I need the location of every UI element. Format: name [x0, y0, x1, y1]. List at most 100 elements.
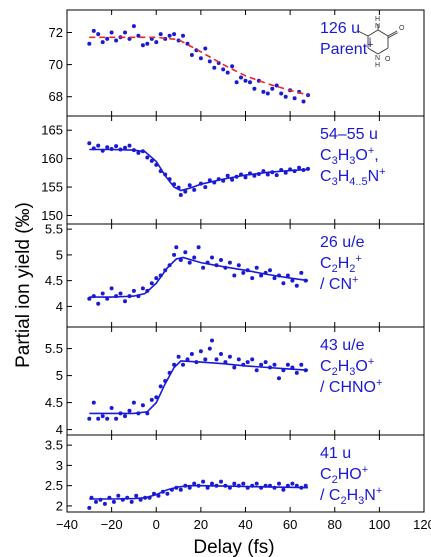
data-point [181, 33, 185, 38]
x-tick-label: 0 [153, 517, 160, 532]
data-point [230, 64, 235, 69]
data-point [203, 46, 208, 51]
x-tick-label: 40 [238, 517, 252, 532]
data-point [210, 481, 214, 486]
data-point [272, 362, 277, 367]
data-point [172, 252, 177, 257]
species-label-line: C2H3O+ [320, 356, 374, 378]
thymine-molecule-icon: O N H O N H [357, 16, 405, 69]
molecule-atom-o2: O [385, 56, 391, 63]
data-point [254, 481, 259, 486]
y-tick-label: 4 [56, 422, 63, 437]
panel-2: 150 155 160 165 54–55 u C3H3O+,C3H4..5N+ [41, 115, 425, 225]
species-label-line: C2H2+ [320, 253, 362, 275]
data-point [259, 362, 264, 367]
fit-curve [89, 36, 309, 96]
data-point [265, 91, 270, 96]
data-point [207, 59, 212, 64]
data-point [232, 365, 237, 370]
data-point [219, 352, 223, 356]
data-point [294, 283, 299, 288]
data-point [219, 479, 223, 484]
data-point [214, 357, 219, 362]
data-point [185, 357, 190, 362]
data-point [212, 65, 217, 70]
data-point [176, 354, 181, 359]
data-point [127, 143, 132, 148]
data-point [279, 91, 284, 96]
data-point [277, 376, 281, 381]
data-point [198, 56, 203, 61]
data-point [87, 416, 92, 421]
data-point [201, 479, 206, 484]
data-point [299, 362, 304, 367]
data-point [274, 83, 279, 88]
x-axis-label: Delay (fs) [193, 537, 274, 557]
data-point [299, 270, 304, 275]
data-point [210, 338, 214, 343]
data-point [131, 288, 136, 293]
data-point [116, 493, 121, 498]
y-axis-label: Partial ion yield (‰) [13, 202, 34, 368]
panel-frame [66, 9, 425, 117]
data-point [109, 406, 114, 410]
data-point [196, 245, 201, 250]
data-point [118, 291, 123, 296]
data-point [96, 416, 101, 421]
data-point [158, 32, 163, 37]
data-point [149, 281, 154, 286]
data-point [149, 158, 154, 163]
data-point [290, 481, 295, 486]
species-label-line: 26 u/e [320, 234, 365, 251]
data-point [219, 258, 223, 262]
fit-curve [89, 484, 309, 500]
data-point [294, 370, 299, 375]
y-tick-label: 2 [56, 498, 63, 513]
data-point [96, 301, 101, 306]
data-point [123, 414, 127, 419]
data-point [268, 268, 272, 273]
data-point [87, 41, 92, 46]
data-point [131, 400, 136, 405]
species-label-line: C2HO+ [320, 464, 368, 486]
data-point [187, 260, 192, 265]
y-tick-label: 70 [49, 57, 63, 72]
data-point [181, 362, 185, 367]
fit-curve [89, 148, 309, 192]
x-tick-label: 100 [369, 517, 391, 532]
data-point [227, 354, 232, 359]
data-point [205, 485, 210, 490]
data-point [127, 408, 132, 413]
fit-curve [89, 360, 309, 415]
data-point [285, 273, 290, 278]
panel-frame [66, 223, 425, 328]
species-label-line: 41 u [320, 445, 351, 462]
data-point [111, 499, 116, 504]
data-point [100, 414, 105, 419]
x-tick-label: −40 [56, 517, 78, 532]
data-point [210, 255, 214, 260]
data-point [232, 273, 237, 278]
y-tick-label: 4.5 [45, 395, 63, 410]
y-tick-label: 3.5 [45, 438, 63, 453]
data-point [207, 346, 212, 351]
panel-4: 4 4.5 5 5.5 43 u/e C2H3O+/ CHNO+ [45, 326, 425, 437]
data-point [87, 505, 92, 510]
data-point [277, 481, 281, 486]
data-point [230, 177, 235, 182]
data-point [303, 483, 308, 488]
data-point [270, 86, 275, 91]
data-point [281, 281, 286, 286]
data-point [131, 24, 136, 29]
data-point [203, 357, 208, 362]
data-point [290, 278, 295, 283]
species-label-line: C3H3O+, [320, 145, 379, 167]
data-point [272, 276, 277, 281]
data-point [236, 357, 241, 362]
data-point [292, 96, 297, 101]
data-point [145, 155, 150, 160]
data-point [102, 501, 107, 506]
data-point [154, 395, 159, 400]
species-label-line: / C2H3N+ [320, 485, 382, 507]
data-point [274, 173, 279, 178]
